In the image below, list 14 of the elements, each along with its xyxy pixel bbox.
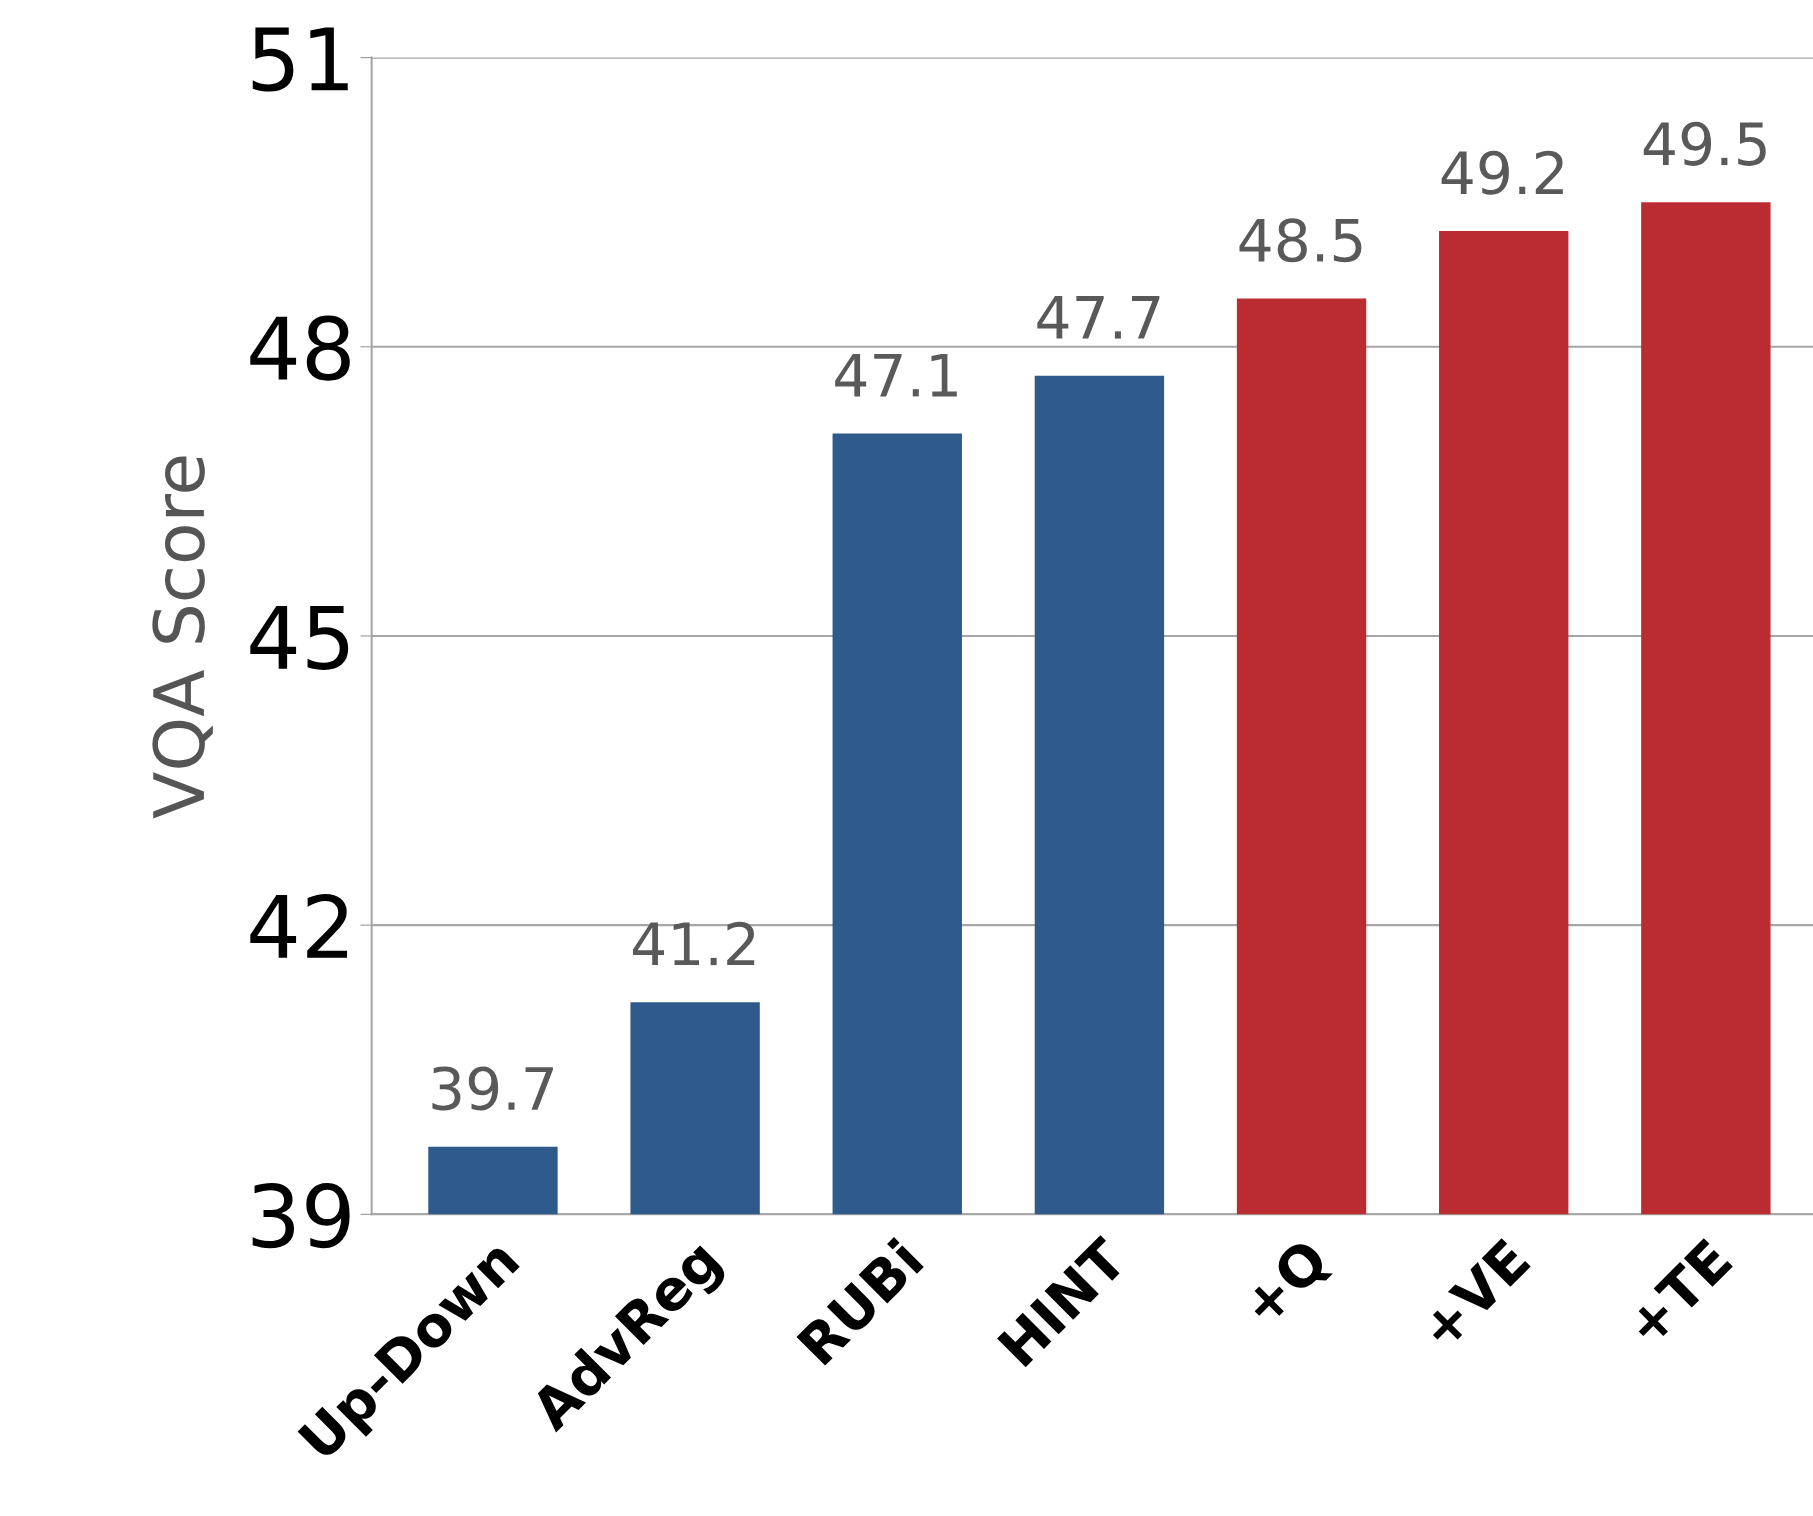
data-label: 47.7 bbox=[1037, 296, 1160, 339]
data-label: 41.2 bbox=[633, 921, 755, 966]
x-tick-label: +Q bbox=[1240, 1236, 1336, 1332]
data-label: 47.1 bbox=[835, 353, 957, 397]
y-tick-label: 39 bbox=[252, 1183, 350, 1249]
y-tick-label: 48 bbox=[250, 315, 350, 381]
data-label: 39.7 bbox=[432, 1066, 553, 1111]
y-tick-label: 45 bbox=[250, 605, 349, 670]
data-label: 49.2 bbox=[1441, 150, 1563, 195]
y-axis-title: VQA Score bbox=[152, 456, 213, 819]
y-tick-label: 42 bbox=[250, 893, 348, 958]
data-label: 49.5 bbox=[1643, 121, 1766, 166]
y-tick-label: 51 bbox=[252, 27, 348, 92]
data-label: 48.5 bbox=[1239, 218, 1362, 263]
